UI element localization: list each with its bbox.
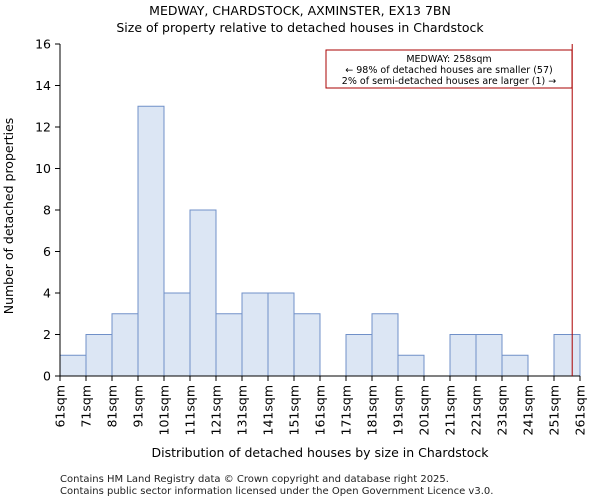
x-tick-label: 61sqm <box>53 385 68 428</box>
x-tick-label: 131sqm <box>235 385 250 435</box>
bar-251sqm <box>553 334 581 377</box>
x-tick-label: 71sqm <box>79 385 94 428</box>
x-tick-label: 121sqm <box>209 385 224 435</box>
y-ticks-group: 0 2 4 6 8 10 12 14 16 <box>35 37 60 384</box>
footer-line-1: Contains HM Land Registry data © Crown c… <box>60 474 449 485</box>
marker-group: MEDWAY: 258sqm← 98% of detached houses a… <box>325 44 573 376</box>
x-tick-label: 161sqm <box>313 385 328 435</box>
chart-title: MEDWAY, CHARDSTOCK, AXMINSTER, EX13 7BN <box>149 3 451 18</box>
x-tick-label: 221sqm <box>469 385 484 435</box>
x-tick-label: 201sqm <box>417 385 432 435</box>
y-tick-label: 12 <box>35 120 51 135</box>
bar-91sqm <box>137 105 165 377</box>
x-tick-label: 241sqm <box>521 385 536 435</box>
x-tick-label: 251sqm <box>547 385 562 435</box>
bars-group <box>59 105 581 377</box>
bar-121sqm <box>215 313 243 377</box>
bar-191sqm <box>397 354 425 377</box>
bar-81sqm <box>111 313 139 377</box>
bar-61sqm <box>59 354 87 377</box>
x-tick-label: 181sqm <box>365 385 380 435</box>
annotation-box <box>325 49 573 89</box>
bar-141sqm <box>267 292 295 377</box>
x-tick-label: 211sqm <box>443 385 458 435</box>
x-ticks-group: 61sqm 71sqm 81sqm 91sqm 101sqm 111sqm 121sqm 13… <box>53 376 588 435</box>
bar-151sqm <box>293 313 321 377</box>
annotation-line-2: ← 98% of detached houses are smaller (57… <box>345 65 552 76</box>
x-tick-label: 101sqm <box>157 385 172 435</box>
x-tick-label: 151sqm <box>287 385 302 435</box>
footer-line-2: Contains public sector information licen… <box>60 486 493 497</box>
x-tick-label: 91sqm <box>131 385 146 428</box>
y-tick-label: 16 <box>35 37 51 52</box>
y-tick-label: 10 <box>35 161 51 176</box>
annotation-line-3: 2% of semi-detached houses are larger (1… <box>342 76 556 87</box>
x-tick-label: 261sqm <box>573 385 588 435</box>
bar-111sqm <box>189 209 217 377</box>
x-tick-label: 171sqm <box>339 385 354 435</box>
bar-171sqm <box>345 334 373 377</box>
bar-221sqm <box>475 334 503 377</box>
x-tick-label: 191sqm <box>391 385 406 435</box>
y-tick-label: 0 <box>43 369 51 384</box>
x-tick-label: 81sqm <box>105 385 120 428</box>
y-axis-label: Number of detached properties <box>1 118 16 315</box>
bar-231sqm <box>501 354 529 377</box>
y-tick-label: 6 <box>43 244 51 259</box>
x-tick-label: 231sqm <box>495 385 510 435</box>
y-tick-label: 8 <box>43 203 51 218</box>
chart-subtitle: Size of property relative to detached ho… <box>116 20 484 35</box>
bar-131sqm <box>241 292 269 377</box>
bar-101sqm <box>163 292 191 377</box>
x-axis-label: Distribution of detached houses by size … <box>152 445 490 460</box>
y-tick-label: 14 <box>35 78 51 93</box>
y-tick-label: 4 <box>43 286 51 301</box>
bar-181sqm <box>371 313 399 377</box>
x-tick-label: 141sqm <box>261 385 276 435</box>
y-tick-label: 2 <box>43 327 51 342</box>
annotation-line-1: MEDWAY: 258sqm <box>406 54 491 65</box>
x-tick-label: 111sqm <box>183 385 198 435</box>
bar-211sqm <box>449 334 477 377</box>
bar-71sqm <box>85 334 113 377</box>
